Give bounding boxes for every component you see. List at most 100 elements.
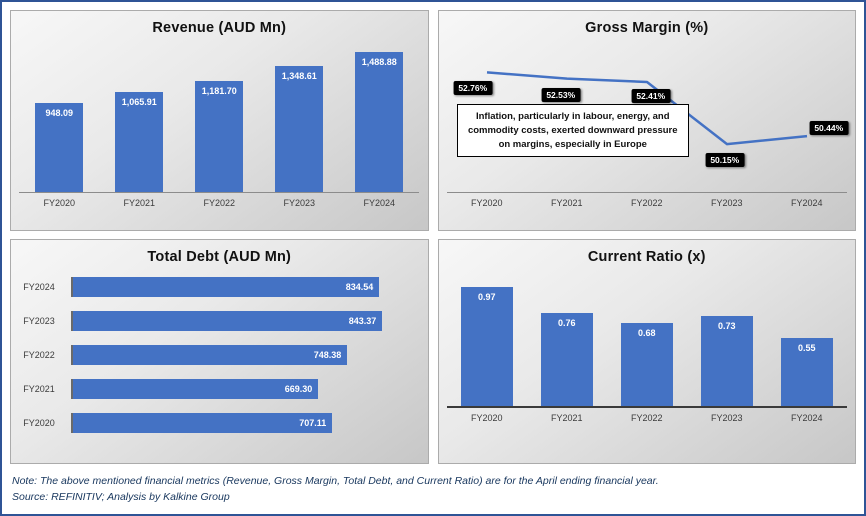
gross-margin-chart-panel: Gross Margin (%) Inflation, particularly… — [437, 10, 856, 231]
bar-FY2022: 0.68 — [620, 323, 673, 406]
x-axis-labels: FY2020 FY2021 FY2022 FY2023 FY2024 — [447, 198, 847, 208]
bar-column-FY2020: 948.09 — [19, 42, 99, 192]
bar-value-label: 948.09 — [45, 108, 74, 118]
bar-value-label: 669.30 — [284, 384, 313, 394]
y-tick-FY2024: FY2024 — [23, 282, 55, 292]
point-label-FY2023: 50.15% — [705, 153, 745, 168]
bar-value-label: 1,065.91 — [121, 97, 157, 107]
bar-FY2023: 1,348.61 — [275, 66, 324, 192]
current-ratio-chart-panel: Current Ratio (x) 0.97 0.76 0.68 0.73 0.55 FY… — [437, 239, 856, 464]
x-tick-FY2022: FY2022 — [630, 413, 663, 423]
bar-FY2022: 1,181.70 — [195, 81, 244, 192]
x-tick-FY2021: FY2021 — [550, 413, 583, 423]
x-axis-labels: FY2020 FY2021 FY2022 FY2023 FY2024 — [447, 413, 847, 423]
x-tick-FY2020: FY2020 — [43, 198, 76, 208]
bars-row: 948.09 1,065.91 1,181.70 1,348.61 1,488.88 — [19, 42, 419, 192]
bar-track: 834.54 — [71, 277, 415, 297]
bar-value-label: 834.54 — [345, 282, 374, 292]
bar-FY2023: 0.73 — [700, 316, 753, 406]
x-tick-FY2020: FY2020 — [470, 413, 503, 423]
bar-track: 669.30 — [71, 379, 415, 399]
x-axis-labels: FY2020 FY2021 FY2022 FY2023 FY2024 — [19, 198, 419, 208]
bar-value-label: 0.55 — [797, 343, 816, 353]
bar-value-label: 748.38 — [313, 350, 342, 360]
bar-FY2020: 707.11 — [73, 413, 333, 433]
x-tick-FY2022: FY2022 — [203, 198, 236, 208]
current-ratio-plot: 0.97 0.76 0.68 0.73 0.55 FY2020 FY2021 FY2022 FY… — [446, 271, 847, 423]
bar-track: 748.38 — [71, 345, 415, 365]
revenue-chart-panel: Revenue (AUD Mn) 948.09 1,065.91 1,181.70 1… — [10, 10, 429, 231]
bar-value-label: 0.76 — [557, 318, 576, 328]
x-axis-line — [446, 192, 847, 193]
y-tick-FY2023: FY2023 — [23, 316, 55, 326]
current-ratio-chart-title: Current Ratio (x) — [587, 249, 706, 265]
bar-column-FY2021: 1,065.91 — [99, 42, 179, 192]
bar-value-label: 707.11 — [299, 418, 327, 428]
bar-value-label: 0.73 — [717, 321, 736, 331]
bar-value-label: 0.97 — [477, 292, 496, 302]
x-tick-FY2023: FY2023 — [710, 413, 743, 423]
bar-column-FY2021: 0.76 — [527, 271, 607, 406]
bar-value-label: 1,488.88 — [361, 57, 397, 67]
gross-margin-chart-title: Gross Margin (%) — [585, 20, 709, 36]
bar-track: 707.11 — [71, 413, 415, 433]
total-debt-plot: FY2024 834.54 FY2023 843.37 FY2022 748.38 FY20… — [23, 277, 415, 433]
footer: Note: The above mentioned financial metr… — [10, 464, 856, 506]
bar-FY2024: 1,488.88 — [355, 52, 404, 192]
bar-track: 843.37 — [71, 311, 415, 331]
x-tick-FY2021: FY2021 — [123, 198, 156, 208]
x-tick-FY2024: FY2024 — [363, 198, 396, 208]
y-tick-FY2022: FY2022 — [23, 350, 55, 360]
bar-row-FY2020: FY2020 707.11 — [23, 413, 415, 433]
revenue-chart-title: Revenue (AUD Mn) — [152, 20, 287, 36]
point-label-FY2022: 52.41% — [631, 88, 671, 103]
bar-value-label: 1,348.61 — [281, 71, 317, 81]
footnote: Note: The above mentioned financial metr… — [12, 475, 659, 487]
bar-value-label: 0.68 — [637, 328, 656, 338]
bar-FY2022: 748.38 — [73, 345, 348, 365]
bar-row-FY2024: FY2024 834.54 — [23, 277, 415, 297]
point-label-FY2021: 52.53% — [541, 87, 581, 102]
bar-row-FY2022: FY2022 748.38 — [23, 345, 415, 365]
gross-margin-line — [486, 71, 807, 146]
bar-value-label: 843.37 — [348, 316, 377, 326]
x-axis-line — [19, 192, 420, 193]
bar-column-FY2020: 0.97 — [447, 271, 527, 406]
charts-grid: Revenue (AUD Mn) 948.09 1,065.91 1,181.70 1… — [10, 10, 856, 464]
x-tick-FY2022: FY2022 — [630, 198, 663, 208]
source-note: Source: REFINITIV; Analysis by Kalkine G… — [12, 491, 230, 504]
point-label-FY2024: 50.44% — [809, 121, 849, 136]
point-label-FY2020: 52.76% — [453, 81, 493, 96]
bar-FY2023: 843.37 — [73, 311, 383, 331]
gross-margin-plot: Inflation, particularly in labour, energ… — [446, 42, 849, 208]
revenue-plot: 948.09 1,065.91 1,181.70 1,348.61 1,488.88 FY… — [19, 42, 420, 208]
x-axis-line — [446, 406, 847, 408]
x-tick-FY2023: FY2023 — [283, 198, 316, 208]
y-tick-FY2020: FY2020 — [23, 418, 55, 428]
bar-FY2021: 0.76 — [540, 313, 593, 406]
bar-row-FY2023: FY2023 843.37 — [23, 311, 415, 331]
x-tick-FY2021: FY2021 — [550, 198, 583, 208]
bar-FY2020: 0.97 — [460, 287, 513, 406]
x-tick-FY2023: FY2023 — [710, 198, 743, 208]
bar-column-FY2023: 0.73 — [687, 271, 767, 406]
x-tick-FY2024: FY2024 — [790, 413, 823, 423]
bars-row: 0.97 0.76 0.68 0.73 0.55 — [447, 271, 847, 406]
total-debt-chart-panel: Total Debt (AUD Mn) FY2024 834.54 FY2023 84… — [10, 239, 429, 464]
bar-value-label: 1,181.70 — [201, 86, 237, 96]
x-tick-FY2024: FY2024 — [790, 198, 823, 208]
bar-FY2024: 834.54 — [73, 277, 380, 297]
x-tick-FY2020: FY2020 — [470, 198, 503, 208]
bar-FY2021: 669.30 — [73, 379, 319, 399]
bar-FY2021: 1,065.91 — [115, 92, 164, 192]
bar-column-FY2022: 1,181.70 — [179, 42, 259, 192]
bar-column-FY2023: 1,348.61 — [259, 42, 339, 192]
bar-row-FY2021: FY2021 669.30 — [23, 379, 415, 399]
bar-column-FY2024: 1,488.88 — [339, 42, 419, 192]
y-tick-FY2021: FY2021 — [23, 384, 55, 394]
bar-column-FY2024: 0.55 — [767, 271, 847, 406]
bar-FY2024: 0.55 — [780, 338, 833, 406]
bar-column-FY2022: 0.68 — [607, 271, 687, 406]
annotation-box: Inflation, particularly in labour, energ… — [456, 104, 689, 158]
